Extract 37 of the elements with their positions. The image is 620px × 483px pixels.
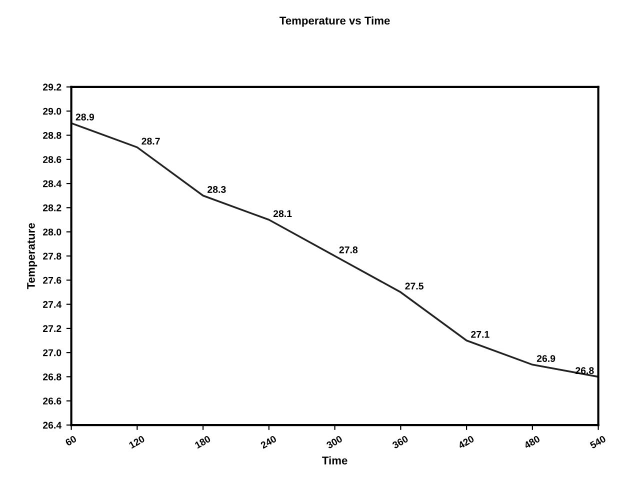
data-label: 26.9 — [536, 355, 556, 362]
x-tick-label: 120 — [128, 435, 146, 449]
x-tick-label: 300 — [326, 435, 343, 449]
x-tick-label: 240 — [260, 435, 277, 449]
y-tick-label: 26.4 — [42, 422, 62, 429]
y-tick-label: 27.4 — [42, 301, 62, 308]
y-tick-label: 28.8 — [42, 132, 62, 139]
data-label: 28.7 — [142, 138, 160, 145]
x-axis-title: Time — [322, 456, 348, 464]
data-label: 28.9 — [76, 114, 94, 120]
y-tick-label: 26.8 — [42, 373, 62, 380]
x-tick-label: 180 — [194, 435, 212, 449]
y-tick-label: 27.0 — [42, 349, 62, 356]
y-tick-label: 29.2 — [42, 84, 62, 91]
x-tick-label: 540 — [589, 435, 606, 449]
y-tick-label: 28.4 — [42, 180, 62, 188]
line-series — [71, 122, 598, 378]
data-label: 28.3 — [208, 186, 226, 193]
y-tick-label: 27.2 — [42, 325, 62, 332]
y-axis-title: Temperature — [27, 223, 38, 290]
chart-title: Temperature vs Time — [280, 16, 390, 27]
y-tick-label: 28.2 — [42, 204, 62, 212]
y-tick-label: 28.0 — [42, 228, 62, 236]
y-tick-label: 27.8 — [42, 252, 62, 260]
y-tick-label: 26.6 — [42, 398, 62, 405]
data-label: 27.5 — [405, 282, 424, 290]
y-tick-label: 29.0 — [42, 108, 62, 115]
x-tick-label: 360 — [392, 435, 409, 449]
data-label: 27.1 — [471, 330, 490, 338]
data-label: 28.1 — [273, 210, 292, 218]
y-tick-label: 28.6 — [42, 156, 62, 164]
x-tick-label: 420 — [458, 435, 475, 449]
x-tick-label: 60 — [64, 435, 77, 446]
x-tick-label: 480 — [523, 435, 540, 449]
data-label: 26.8 — [576, 367, 594, 374]
data-label: 27.8 — [339, 246, 358, 254]
y-tick-label: 27.6 — [42, 276, 62, 284]
